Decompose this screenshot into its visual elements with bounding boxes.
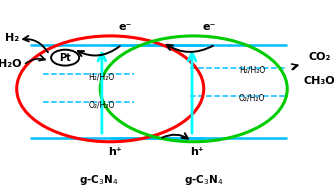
Text: e⁻: e⁻ bbox=[202, 22, 215, 32]
Text: g-C$_3$N$_4$: g-C$_3$N$_4$ bbox=[79, 173, 118, 187]
Text: H₂/H₂O: H₂/H₂O bbox=[239, 65, 265, 74]
Circle shape bbox=[51, 50, 79, 66]
Text: h⁺: h⁺ bbox=[108, 147, 122, 157]
Text: O₂/H₂O: O₂/H₂O bbox=[89, 100, 115, 109]
Text: g-C$_3$N$_4$: g-C$_3$N$_4$ bbox=[184, 173, 223, 187]
Text: CH₃OH: CH₃OH bbox=[304, 76, 334, 86]
Text: e⁻: e⁻ bbox=[119, 22, 132, 32]
Text: O₂/H₂O: O₂/H₂O bbox=[239, 94, 265, 103]
Text: H₂O: H₂O bbox=[0, 59, 22, 69]
Text: CO₂: CO₂ bbox=[309, 52, 331, 62]
Text: H₂/H₂O: H₂/H₂O bbox=[89, 72, 115, 81]
Text: h⁺: h⁺ bbox=[190, 147, 204, 157]
Text: H₂: H₂ bbox=[5, 33, 19, 43]
Text: Pt: Pt bbox=[59, 53, 71, 63]
